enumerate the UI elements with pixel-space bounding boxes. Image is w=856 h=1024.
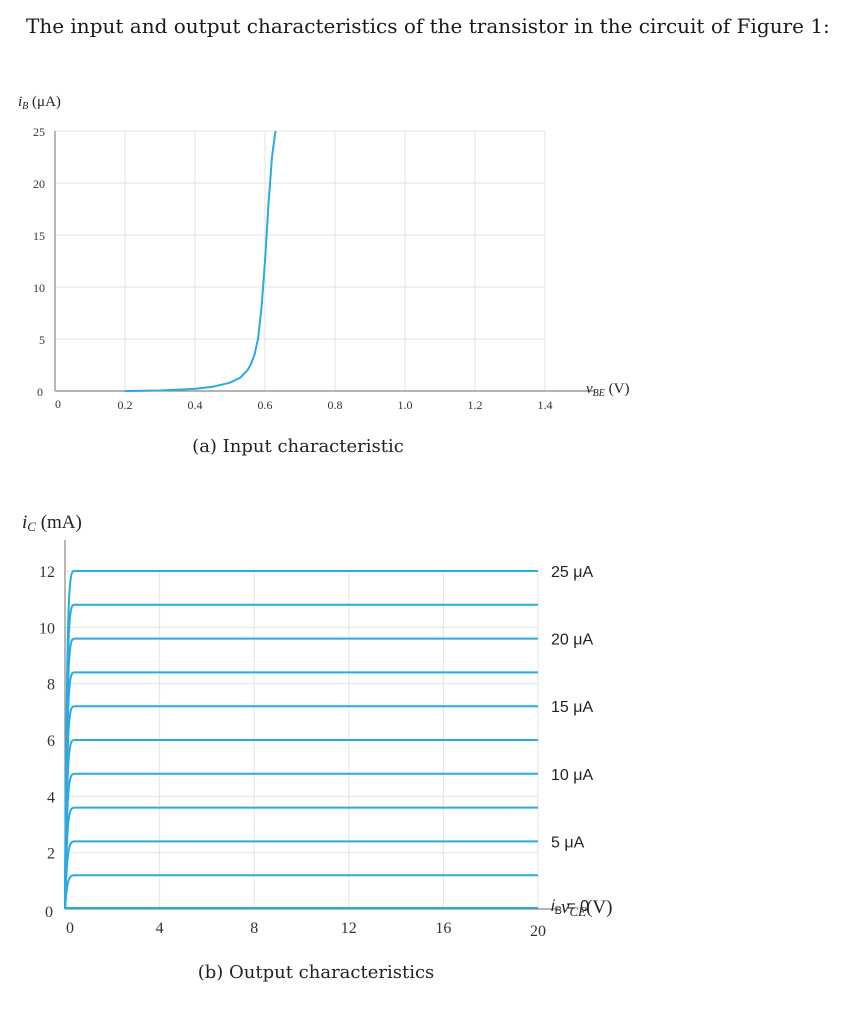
x-tick-label: 12: [341, 920, 357, 937]
output-curve: [64, 671, 538, 910]
y-tick-label: 10: [39, 620, 55, 637]
output-curve: [64, 739, 538, 910]
y-tick-label: 12: [39, 564, 55, 581]
y-tick-label: 6: [47, 733, 55, 750]
y-tick-label: 0: [45, 904, 53, 921]
x-tick-label: 1.0: [398, 398, 413, 412]
y-axis-label: iC (mA): [22, 512, 82, 534]
input-characteristic-chart: 0 0.2 0.4 0.6 0.8 1.0 1.2 1.4 0 5 10 15 20 25 iB (μA) v…: [18, 94, 629, 457]
page-heading: The input and output characteristics of …: [26, 14, 830, 38]
y-tick-label: 0: [37, 385, 43, 399]
x-axis-label: vCE(V): [561, 897, 612, 919]
output-curve: [64, 570, 538, 910]
y-tick-label: 5: [39, 333, 45, 347]
y-tick-label: 15: [33, 229, 45, 243]
curve-label: 25 μA: [551, 564, 593, 581]
output-curve: [64, 874, 538, 910]
y-tick-label: 2: [47, 846, 55, 863]
x-tick-label: 0.2: [118, 398, 133, 412]
x-tick-label: 1.4: [538, 398, 553, 412]
x-tick-label: 0.8: [328, 398, 343, 412]
curve-label: iB = 0: [551, 898, 589, 917]
x-tick-label: 0.6: [258, 398, 273, 412]
y-tick-label: 4: [47, 789, 55, 806]
input-curve: [124, 130, 277, 392]
x-tick-label: 4: [156, 920, 164, 937]
y-tick-label: 25: [33, 125, 45, 139]
y-tick-label: 8: [47, 677, 55, 694]
y-axis-label: iB (μA): [18, 94, 61, 112]
chart-caption: (b) Output characteristics: [198, 962, 435, 983]
x-tick-label: 16: [435, 920, 451, 937]
curve-label: 10 μA: [551, 767, 593, 784]
x-tick-label: 0: [55, 397, 61, 411]
chart-caption: (a) Input characteristic: [192, 436, 404, 457]
output-curve: [64, 806, 538, 910]
curve-label: 15 μA: [551, 699, 593, 716]
y-tick-label: 10: [33, 281, 45, 295]
output-curve: [64, 603, 538, 910]
x-tick-label: 20: [530, 923, 546, 940]
y-tick-label: 20: [33, 177, 45, 191]
x-tick-label: 0: [66, 920, 74, 937]
x-tick-label: 0.4: [188, 398, 203, 412]
x-axis-label: vBE (V): [586, 381, 629, 399]
x-tick-label: 1.2: [468, 398, 483, 412]
x-tick-label: 8: [250, 920, 258, 937]
curve-label: 20 μA: [551, 632, 593, 649]
curve-label: 5 μA: [551, 834, 585, 851]
output-characteristics-chart: 0 4 8 12 16 20 0 2 4 6 8 10 12 iC (mA) vCE(V)iB = 0 5 μ…: [22, 512, 612, 983]
